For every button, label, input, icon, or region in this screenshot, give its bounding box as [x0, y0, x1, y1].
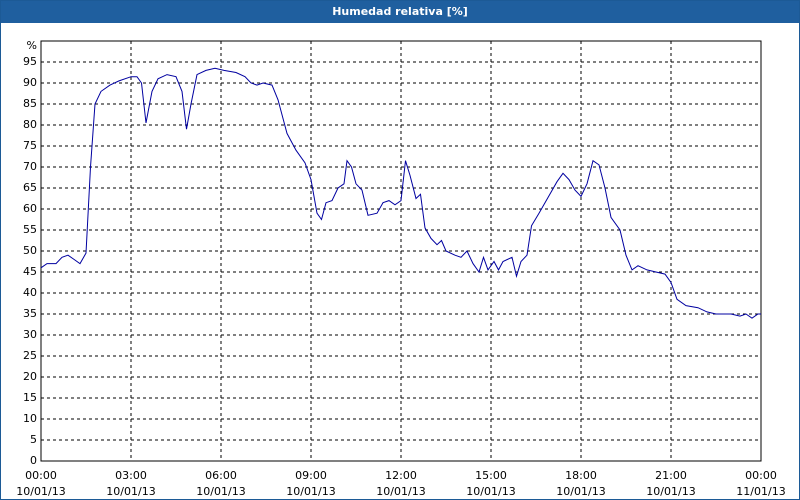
y-tick-label: 25: [23, 349, 37, 362]
x-tick-label: 06:00: [205, 469, 237, 482]
y-tick-label: 30: [23, 328, 37, 341]
y-tick-label: 35: [23, 307, 37, 320]
data-line: [40, 67, 761, 319]
y-tick-label: 50: [23, 244, 37, 257]
x-tick-label: 18:00: [565, 469, 597, 482]
y-tick-label: 10: [23, 412, 37, 425]
x-tick-label: 03:00: [115, 469, 147, 482]
y-tick-label: 40: [23, 286, 37, 299]
x-tick-label: 00:00: [745, 469, 777, 482]
title-bar: Humedad relativa [%]: [1, 1, 799, 23]
y-tick-label: 45: [23, 265, 37, 278]
x-tick-label: 21:00: [655, 469, 687, 482]
x-tick-date: 10/01/13: [16, 485, 65, 498]
y-tick-label: 85: [23, 97, 37, 110]
x-tick-label: 09:00: [295, 469, 327, 482]
y-tick-label: 0: [30, 454, 37, 467]
y-tick-label: 95: [23, 55, 37, 68]
x-tick-date: 11/01/13: [736, 485, 785, 498]
y-tick-label: 20: [23, 370, 37, 383]
y-tick-label: 90: [23, 76, 37, 89]
y-tick-label: 60: [23, 202, 37, 215]
x-tick-date: 10/01/13: [106, 485, 155, 498]
x-tick-label: 15:00: [475, 469, 507, 482]
y-axis-label: %: [27, 39, 37, 52]
y-tick-label: 5: [30, 433, 37, 446]
y-tick-label: 80: [23, 118, 37, 131]
y-tick-label: 55: [23, 223, 37, 236]
x-tick-date: 10/01/13: [196, 485, 245, 498]
x-tick-date: 10/01/13: [376, 485, 425, 498]
x-tick-label: 00:00: [25, 469, 57, 482]
x-tick-date: 10/01/13: [466, 485, 515, 498]
x-tick-date: 10/01/13: [646, 485, 695, 498]
y-tick-label: 70: [23, 160, 37, 173]
y-tick-label: 15: [23, 391, 37, 404]
y-tick-label: 75: [23, 139, 37, 152]
y-tick-label: 65: [23, 181, 37, 194]
x-tick-date: 10/01/13: [556, 485, 605, 498]
x-tick-date: 10/01/13: [286, 485, 335, 498]
x-tick-label: 12:00: [385, 469, 417, 482]
